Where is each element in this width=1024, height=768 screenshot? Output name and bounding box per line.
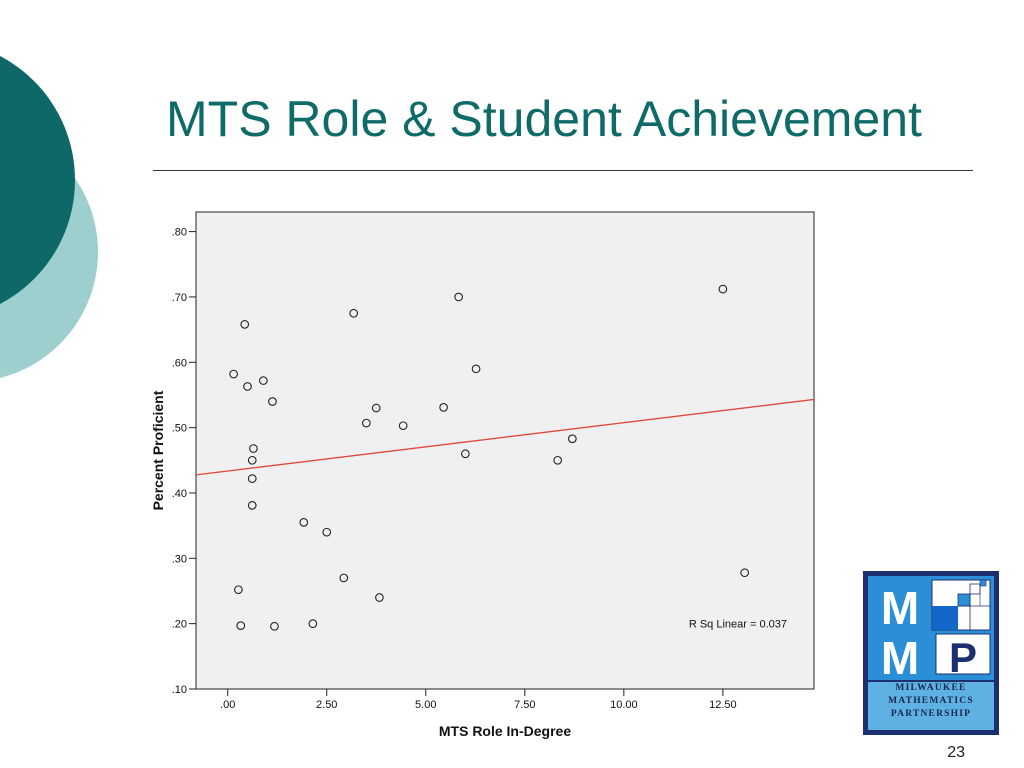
data-point	[229, 369, 238, 379]
data-point	[339, 573, 349, 583]
y-tick-label: .20	[172, 619, 187, 631]
data-point	[439, 403, 448, 412]
page-number: 23	[947, 744, 965, 761]
logo-text: MILWAUKEE MATHEMATICS PARTNERSHIP	[868, 682, 994, 721]
mmp-logo: M M P	[863, 571, 999, 735]
data-point	[718, 284, 728, 294]
x-tick-label: 12.50	[709, 699, 737, 711]
data-point	[371, 403, 381, 413]
data-point	[461, 449, 470, 459]
data-point	[740, 568, 750, 578]
data-point	[236, 621, 246, 630]
logo-small-square-3	[979, 579, 987, 587]
logo-white-square-2	[935, 633, 991, 675]
logo-line-partnership: PARTNERSHIP	[890, 709, 972, 719]
data-point	[247, 455, 257, 465]
x-tick-label: .00	[220, 699, 235, 711]
logo-letter-p: P	[949, 634, 977, 681]
data-point	[553, 455, 563, 465]
slide-title: MTS Role & Student Achievement	[166, 91, 922, 147]
data-point	[567, 434, 577, 444]
data-point	[270, 621, 279, 631]
data-point	[247, 474, 257, 483]
data-point	[454, 292, 464, 302]
data-point	[247, 501, 257, 510]
y-tick-label: .50	[172, 423, 187, 435]
data-point	[361, 418, 371, 428]
data-point	[243, 382, 252, 391]
x-axis-label: MTS Role In-Degree	[439, 723, 571, 739]
x-tick-label: 2.50	[316, 699, 337, 711]
data-point	[268, 397, 277, 406]
y-axis-label: Percent Proficient	[150, 390, 166, 510]
logo-small-square-1	[957, 593, 971, 607]
data-point	[375, 593, 384, 602]
data-point	[240, 320, 250, 329]
dark-circle	[0, 56, 75, 304]
y-tick-label: .40	[172, 488, 187, 500]
plot-area	[195, 211, 815, 690]
title-divider	[153, 170, 973, 171]
decorative-circles	[0, 56, 98, 378]
data-point	[471, 364, 481, 374]
x-tick-label: 5.00	[415, 699, 436, 711]
y-tick-label: .10	[172, 684, 187, 696]
data-point	[258, 376, 268, 385]
logo-line-milwaukee: MILWAUKEE	[895, 683, 967, 693]
data-point	[322, 527, 332, 537]
data-point	[308, 619, 318, 629]
x-tick-label: 10.00	[610, 699, 638, 711]
y-tick-label: .60	[172, 357, 187, 369]
y-tick-label: .80	[172, 227, 187, 239]
fit-line	[195, 398, 815, 476]
logo-text-band	[868, 682, 994, 730]
logo-letter-m-bottom: M	[881, 632, 919, 684]
y-tick-label: .70	[172, 292, 187, 304]
data-point	[234, 585, 243, 595]
data-point	[349, 308, 359, 318]
logo-blue-block	[932, 606, 958, 630]
x-tick-label: 7.50	[514, 699, 535, 711]
data-point	[299, 518, 309, 527]
logo-letter-m-top: M	[881, 582, 919, 634]
logo-line-mathematics: MATHEMATICS	[888, 696, 974, 706]
r-squared-label: R Sq Linear = 0.037	[689, 619, 787, 631]
data-point	[398, 421, 408, 431]
y-tick-label: .30	[172, 553, 187, 565]
logo-small-square-2	[969, 583, 981, 595]
data-point	[249, 444, 258, 453]
